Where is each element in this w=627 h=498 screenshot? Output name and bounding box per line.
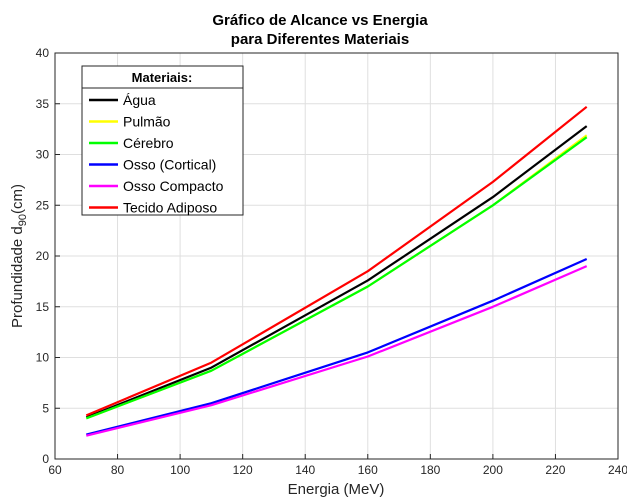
legend-label: Pulmão	[123, 114, 171, 130]
axis-ticks: 60 80 100 120 140 160 180 200 220 240 0 5 10 15 20 25 30…	[36, 46, 627, 477]
y-tick-label: 40	[36, 46, 50, 60]
y-tick-label: 10	[36, 351, 50, 365]
y-tick-label: 5	[42, 401, 49, 415]
x-tick-label: 220	[545, 463, 565, 477]
series-line	[85, 105, 588, 417]
legend-label: Água	[123, 92, 156, 108]
x-axis-label: Energia (MeV)	[288, 481, 385, 498]
legend-title: Materiais:	[132, 70, 193, 85]
y-axis-label-subscript: 90	[17, 214, 29, 226]
legend: Materiais: Água Pulmão Cérebro Osso (Cortic…	[81, 65, 244, 216]
x-tick-label: 180	[420, 463, 440, 477]
series-lines	[85, 105, 588, 437]
x-tick-label: 140	[295, 463, 315, 477]
x-tick-label: 60	[48, 463, 62, 477]
x-tick-label: 160	[358, 463, 378, 477]
series-line	[85, 136, 588, 420]
x-tick-label: 120	[233, 463, 253, 477]
x-tick-label: 200	[483, 463, 503, 477]
x-tick-label: 80	[111, 463, 125, 477]
y-tick-label: 25	[36, 198, 50, 212]
legend-box	[81, 65, 244, 216]
y-axis-label: Profundidade d90(cm)	[9, 184, 29, 328]
legend-label: Cérebro	[123, 135, 174, 151]
y-tick-label: 20	[36, 249, 50, 263]
series-line	[86, 265, 588, 437]
x-tick-label: 100	[170, 463, 190, 477]
y-axis-label-unit: (cm)	[9, 184, 26, 214]
y-axis-label-main: Profundidade d	[9, 226, 26, 328]
y-tick-label: 30	[36, 148, 50, 162]
chart-title-line-2: para Diferentes Materiais	[231, 31, 409, 48]
y-tick-label: 35	[36, 97, 50, 111]
series-line	[86, 257, 588, 436]
x-tick-label: 240	[608, 463, 627, 477]
series-line	[85, 125, 588, 419]
legend-label: Osso (Cortical)	[123, 157, 216, 173]
y-tick-label: 0	[42, 452, 49, 466]
legend-label: Tecido Adiposo	[123, 200, 217, 216]
legend-items: Água Pulmão Cérebro Osso (Cortical) Osso Com…	[89, 92, 224, 216]
legend-label: Osso Compacto	[123, 178, 224, 194]
y-tick-label: 15	[36, 300, 50, 314]
chart-title-line-1: Gráfico de Alcance vs Energia	[212, 12, 428, 29]
